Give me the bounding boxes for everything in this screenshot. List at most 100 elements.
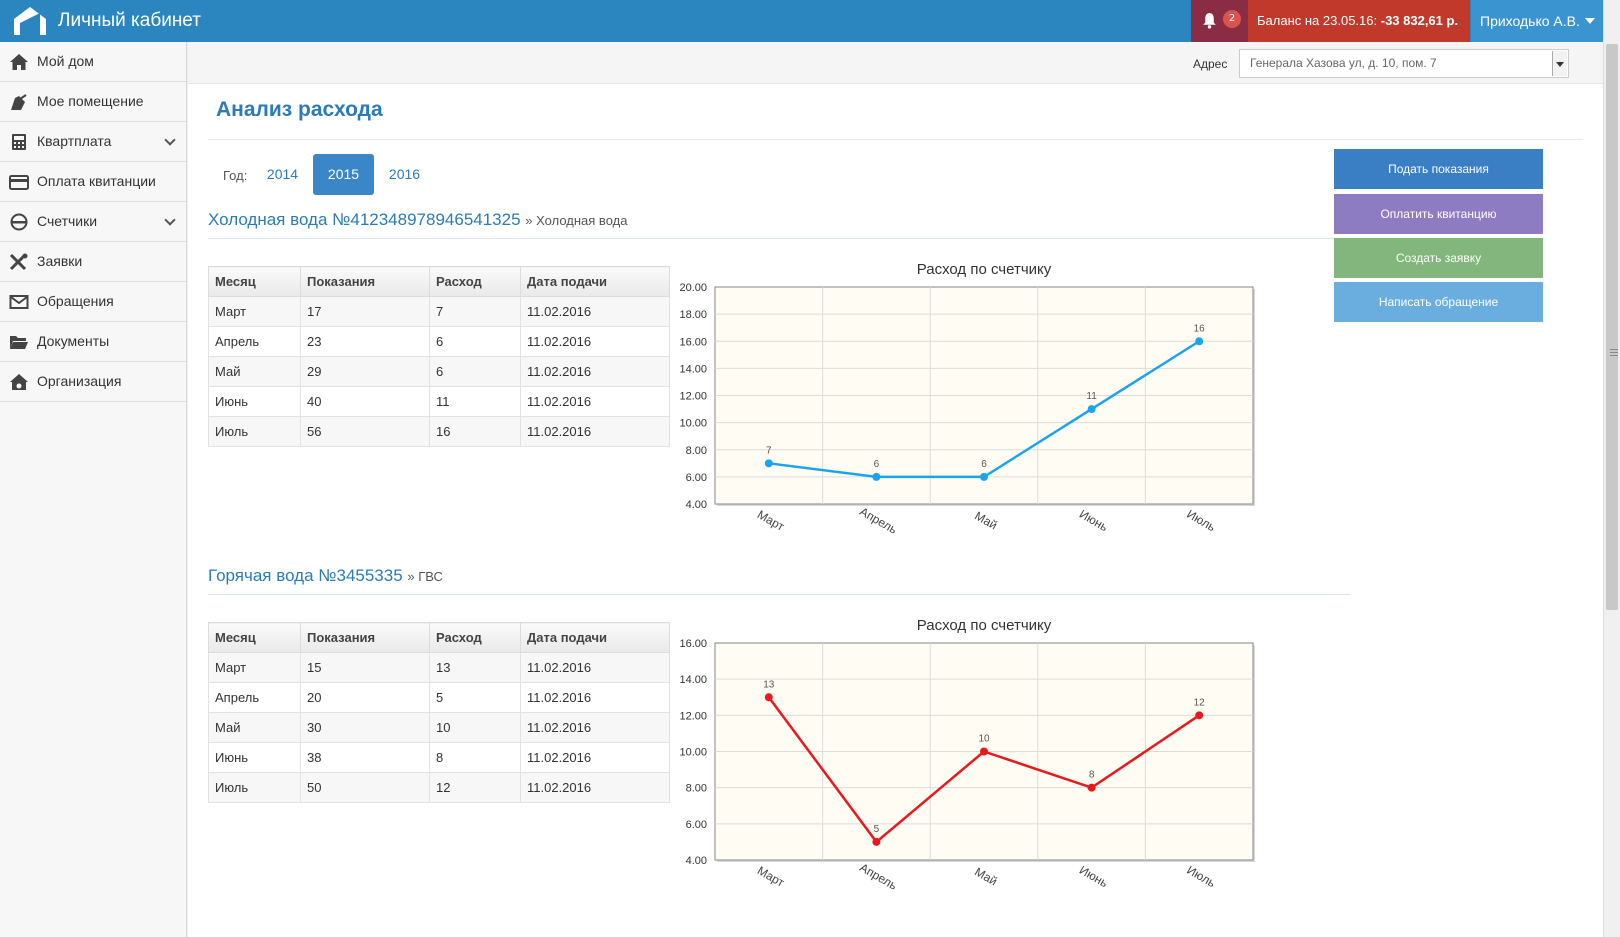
y-tick-label: 4.00 — [686, 499, 707, 511]
y-tick-label: 12.00 — [679, 391, 707, 403]
data-label: 8 — [1089, 770, 1095, 781]
user-menu[interactable]: Приходько А.В. — [1471, 0, 1603, 42]
y-tick-label: 20.00 — [679, 282, 707, 294]
brand-title[interactable]: Личный кабинет — [58, 10, 201, 31]
create-request-button[interactable]: Создать заявку — [1334, 238, 1543, 278]
y-tick-label: 16.00 — [679, 638, 707, 650]
meter-subtitle: » Холодная вода — [525, 213, 628, 228]
cell: Март — [208, 652, 301, 683]
x-tick-label: Апрель — [857, 504, 899, 536]
column-header: Дата подачи — [520, 266, 670, 297]
sidebar-item-label: Документы — [37, 333, 110, 349]
year-tab-2015[interactable]: 2015 — [313, 154, 374, 195]
sidebar-item-label: Мой дом — [37, 53, 94, 69]
cell: 23 — [300, 326, 430, 357]
cell: 11 — [429, 386, 521, 417]
sidebar-item-appeals[interactable]: Обращения — [0, 282, 186, 322]
data-label: 12 — [1194, 697, 1206, 708]
y-tick-label: 6.00 — [686, 472, 707, 484]
chart-title: Расход по счетчику — [917, 617, 1052, 634]
sidebar-item-organization[interactable]: Организация — [0, 362, 186, 402]
data-label: 13 — [763, 679, 775, 690]
data-point — [1195, 337, 1204, 346]
sidebar-item-payment[interactable]: Оплата квитанции — [0, 162, 186, 202]
sidebar-item-label: Мое помещение — [37, 93, 144, 109]
cell: 6 — [429, 326, 521, 357]
y-tick-label: 8.00 — [686, 445, 707, 457]
cell: 11.02.2016 — [520, 652, 670, 683]
cell: 30 — [300, 712, 430, 743]
house-logo-icon[interactable] — [12, 5, 48, 35]
data-point — [1087, 405, 1096, 414]
address-bar: Адрес Генерала Хазова ул, д. 10, пом. 7 — [188, 42, 1603, 84]
scrollbar-thumb[interactable] — [1606, 44, 1618, 610]
column-header: Месяц — [208, 622, 301, 653]
meter-icon — [10, 213, 28, 231]
column-header: Показания — [300, 266, 430, 297]
cell: Май — [208, 712, 301, 743]
x-tick-label: Июль — [1184, 507, 1218, 534]
cell: 11.02.2016 — [520, 742, 670, 773]
tools-icon — [9, 253, 28, 271]
cell: Апрель — [208, 682, 301, 713]
cell: Июнь — [208, 742, 301, 773]
y-tick-label: 10.00 — [679, 747, 707, 759]
address-select[interactable]: Генерала Хазова ул, д. 10, пом. 7 — [1239, 49, 1569, 78]
table-row: Апрель 20 5 11.02.2016 — [208, 682, 670, 713]
meter-header-hot-water: Горячая вода №3455335 » ГВС — [208, 566, 443, 586]
table-row: Март 17 7 11.02.2016 — [208, 296, 670, 327]
sidebar-item-documents[interactable]: Документы — [0, 322, 186, 362]
cell: 5 — [429, 682, 521, 713]
data-label: 7 — [766, 445, 772, 456]
sidebar-item-meters[interactable]: Счетчики — [0, 202, 186, 242]
notifications-button[interactable]: 2 — [1191, 0, 1248, 42]
data-label: 5 — [874, 824, 880, 835]
x-tick-label: Июль — [1184, 863, 1218, 890]
meter-title[interactable]: Холодная вода №412348978946541325 — [208, 210, 521, 229]
x-tick-label: Июнь — [1077, 507, 1110, 534]
table-row: Июнь 38 8 11.02.2016 — [208, 742, 670, 773]
calculator-icon — [12, 134, 26, 150]
year-label: Год: — [223, 168, 248, 183]
bell-icon — [1203, 13, 1216, 29]
table-row: Апрель 23 6 11.02.2016 — [208, 326, 670, 357]
sidebar-item-my-house[interactable]: Мой дом — [0, 42, 186, 82]
cell: 16 — [429, 416, 521, 447]
pay-receipt-button[interactable]: Оплатить квитанцию — [1334, 194, 1543, 234]
submit-readings-button[interactable]: Подать показания — [1334, 149, 1543, 189]
year-tab-2014[interactable]: 2014 — [266, 166, 299, 182]
cold-water-table: Месяц Показания Расход Дата подачи Март 1… — [208, 266, 670, 447]
y-tick-label: 18.00 — [679, 309, 707, 321]
y-tick-label: 10.00 — [679, 418, 707, 430]
column-header: Дата подачи — [520, 622, 670, 653]
envelope-icon — [9, 295, 29, 309]
divider — [208, 238, 1350, 239]
x-tick-label: Март — [755, 863, 787, 890]
sidebar-item-my-room[interactable]: Мое помещение — [0, 82, 186, 122]
chart-title: Расход по счетчику — [917, 261, 1052, 278]
cell: 17 — [300, 296, 430, 327]
table-row: Июль 56 16 11.02.2016 — [208, 416, 670, 447]
data-point — [872, 837, 881, 846]
y-tick-label: 16.00 — [679, 336, 707, 348]
data-point — [1195, 711, 1204, 720]
main-content: Адрес Генерала Хазова ул, д. 10, пом. 7 … — [188, 42, 1603, 937]
data-point — [764, 693, 773, 702]
table-row: Май 29 6 11.02.2016 — [208, 356, 670, 387]
cell: 13 — [429, 652, 521, 683]
sidebar-item-rent[interactable]: Квартплата — [0, 122, 186, 162]
data-point — [872, 472, 881, 481]
dropdown-arrow-icon[interactable] — [1552, 51, 1567, 76]
column-header: Расход — [429, 266, 521, 297]
cell: 15 — [300, 652, 430, 683]
write-appeal-button[interactable]: Написать обращение — [1334, 282, 1543, 322]
sidebar-item-requests[interactable]: Заявки — [0, 242, 186, 282]
x-tick-label: Май — [972, 509, 999, 533]
meter-title[interactable]: Горячая вода №3455335 — [208, 566, 403, 585]
year-tab-2016[interactable]: 2016 — [388, 166, 421, 182]
cell: 12 — [429, 772, 521, 803]
room-icon — [11, 94, 27, 110]
vertical-scrollbar[interactable] — [1603, 0, 1620, 937]
cell: Март — [208, 296, 301, 327]
chevron-down-icon — [164, 214, 176, 226]
